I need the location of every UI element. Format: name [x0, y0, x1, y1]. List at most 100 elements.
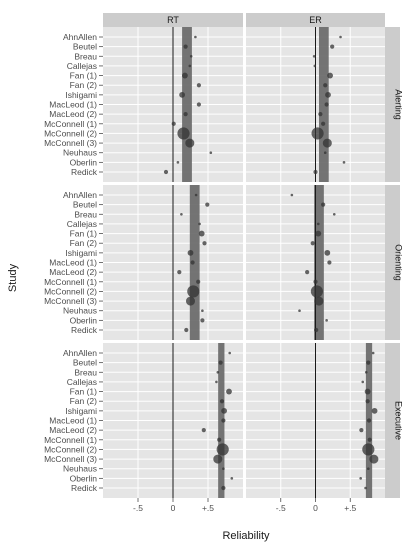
x-tick-label: -.5 — [276, 503, 286, 513]
point-mcconnell-1 — [321, 121, 326, 126]
point-macleod-1 — [221, 418, 226, 423]
point-mcconnell-1 — [367, 437, 372, 442]
study-label-macleod-1: MacLeod (1) — [49, 416, 97, 426]
point-ishigami — [221, 407, 228, 414]
column-strip-label-rt: RT — [167, 15, 179, 25]
panels-layer — [103, 27, 385, 498]
study-label-neuhaus: Neuhaus — [63, 148, 97, 158]
study-label-oberlin: Oberlin — [70, 315, 98, 325]
point-breau — [216, 370, 220, 374]
point-mcconnell-1 — [171, 121, 176, 126]
point-breau — [189, 54, 193, 58]
point-mcconnell-3 — [186, 296, 195, 306]
point-fan-1 — [315, 230, 322, 237]
point-macleod-2 — [318, 112, 323, 117]
point-fan-2 — [196, 83, 201, 88]
panel-rt-alerting — [103, 27, 243, 182]
study-label-ishigami: Ishigami — [65, 90, 97, 100]
point-beutel — [330, 44, 335, 49]
study-label-macleod-2: MacLeod (2) — [49, 267, 97, 277]
study-label-breau: Breau — [74, 51, 97, 61]
study-label-ahnallen: AhnAllen — [63, 348, 97, 358]
point-mcconnell-2 — [187, 285, 200, 298]
point-fan-1 — [364, 388, 371, 395]
point-mcconnell-3 — [369, 454, 379, 464]
point-callejas — [316, 222, 320, 226]
point-ishigami — [371, 407, 378, 414]
study-label-mcconnell-3: McConnell (3) — [44, 138, 97, 148]
x-tick-label: -.5 — [133, 503, 143, 513]
panel-er-orienting — [246, 185, 385, 340]
point-mcconnell-3 — [314, 296, 324, 306]
point-mcconnell-1 — [196, 279, 201, 284]
point-breau — [364, 370, 368, 374]
point-fan-1 — [327, 72, 333, 79]
point-redick — [221, 485, 226, 491]
panel-rt-executive — [103, 343, 243, 498]
study-label-redick: Redick — [71, 483, 98, 493]
point-fan-1 — [198, 230, 205, 237]
point-oberlin — [325, 319, 328, 322]
point-breau — [312, 54, 316, 58]
point-macleod-1 — [196, 102, 201, 107]
study-label-macleod-1: MacLeod (1) — [49, 100, 97, 110]
point-ahnallen — [194, 193, 198, 197]
point-mcconnell-1 — [217, 437, 222, 442]
point-ishigami — [324, 249, 331, 256]
point-macleod-2 — [305, 270, 310, 275]
pooled-band — [182, 27, 192, 182]
study-label-fan-1: Fan (1) — [70, 229, 98, 239]
pooled-band — [314, 185, 324, 340]
point-mcconnell-3 — [185, 138, 195, 148]
study-label-ishigami: Ishigami — [65, 248, 97, 258]
study-label-mcconnell-3: McConnell (3) — [44, 296, 97, 306]
study-label-mcconnell-2: McConnell (2) — [44, 286, 97, 296]
panel-er-alerting — [246, 27, 385, 182]
panel-er-executive — [246, 343, 385, 498]
point-callejas — [215, 380, 218, 384]
row-strip-executive — [385, 343, 400, 498]
study-label-ishigami: Ishigami — [65, 406, 97, 416]
point-breau — [180, 212, 183, 216]
point-redick — [184, 327, 189, 333]
point-ahnallen — [371, 351, 375, 355]
point-neuhaus — [222, 467, 225, 471]
point-oberlin — [359, 477, 362, 480]
point-redick — [314, 327, 319, 333]
row-strip-label-alerting: Alerting — [394, 89, 404, 120]
study-label-mcconnell-1: McConnell (1) — [44, 277, 97, 287]
study-label-mcconnell-2: McConnell (2) — [44, 444, 97, 454]
point-macleod-1 — [190, 260, 195, 265]
study-label-fan-2: Fan (2) — [70, 238, 98, 248]
column-strip-rt — [103, 13, 243, 27]
point-ishigami — [179, 91, 186, 98]
column-strip-er — [246, 13, 385, 27]
point-mcconnell-2 — [362, 443, 375, 456]
point-beutel — [205, 202, 210, 207]
x-tick-label: 0 — [313, 503, 318, 513]
study-label-oberlin: Oberlin — [70, 157, 98, 167]
study-label-ahnallen: AhnAllen — [63, 32, 97, 42]
point-mcconnell-3 — [322, 138, 332, 148]
study-label-neuhaus: Neuhaus — [63, 306, 97, 316]
x-axis-title: Reliability — [222, 530, 270, 542]
point-ishigami — [187, 249, 194, 256]
study-label-mcconnell-1: McConnell (1) — [44, 435, 97, 445]
study-label-mcconnell-1: McConnell (1) — [44, 119, 97, 129]
study-label-beutel: Beutel — [73, 358, 97, 368]
point-breau — [332, 212, 336, 216]
study-label-fan-2: Fan (2) — [70, 396, 98, 406]
point-mcconnell-1 — [313, 279, 318, 284]
point-oberlin — [176, 161, 180, 164]
study-label-breau: Breau — [74, 209, 97, 219]
study-label-callejas: Callejas — [67, 61, 97, 71]
point-beutel — [218, 360, 223, 365]
study-label-macleod-2: MacLeod (2) — [49, 425, 97, 435]
study-label-fan-2: Fan (2) — [70, 80, 98, 90]
row-strip-label-orienting: Orienting — [394, 244, 404, 281]
point-callejas — [361, 380, 365, 384]
point-macleod-2 — [201, 428, 206, 433]
point-neuhaus — [298, 309, 301, 313]
